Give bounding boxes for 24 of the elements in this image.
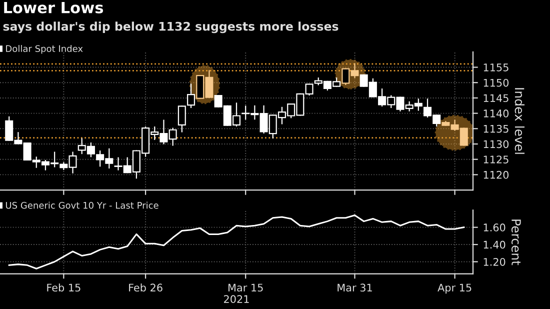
y-tick-label: 1150 <box>484 78 509 87</box>
x-tick-label: Feb 26 <box>129 283 162 292</box>
y-tick-label: 1140 <box>484 110 509 118</box>
legend-label: Dollar Spot Index <box>6 45 83 54</box>
y-axis-title: Index level <box>514 88 525 154</box>
x-tick-label: Mar 31 <box>338 284 372 292</box>
x-tick-label: Mar 15 <box>228 284 263 292</box>
x-tick-label: Feb 15 <box>47 283 80 292</box>
y-tick-label: 1135 <box>484 124 508 133</box>
x-axis-title: 2021 <box>224 295 249 304</box>
chart-subtitle: says dollar's dip below 1132 suggests more losses <box>3 22 338 34</box>
y-tick-label: 1120 <box>484 170 509 179</box>
line-series <box>8 214 465 270</box>
y-tick-label: 1155 <box>484 64 508 72</box>
y-tick-label: 1.20 <box>484 258 506 266</box>
x-tick-label: Apr 15 <box>438 284 472 294</box>
legend-label: US Generic Govt 10 Yr - Last Price <box>6 202 158 209</box>
y-tick-label: 1.40 <box>484 240 506 249</box>
y-tick-label: 1125 <box>484 156 508 164</box>
y-tick-label: 1130 <box>484 140 509 148</box>
y-tick-label: 1.60 <box>484 224 506 232</box>
y-tick-label: 1145 <box>484 94 508 102</box>
chart-title: Lower Lows <box>4 2 104 14</box>
y-axis-title: Percent <box>512 220 521 266</box>
